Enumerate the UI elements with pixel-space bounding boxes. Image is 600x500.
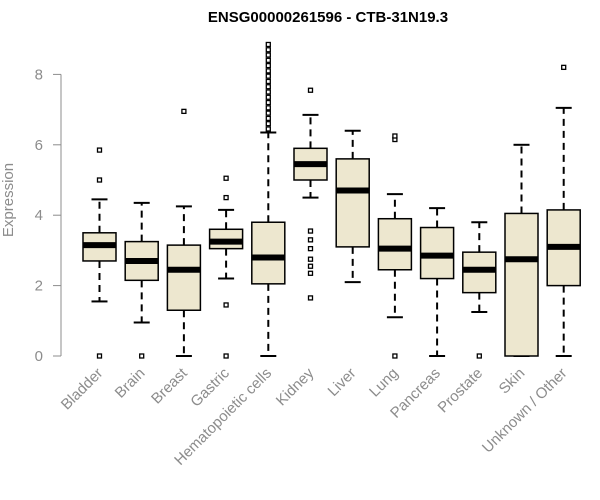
outlier-point xyxy=(392,353,398,359)
iqr-box xyxy=(166,244,202,311)
outlier-point xyxy=(265,121,271,127)
outlier-point xyxy=(139,353,145,359)
outlier-point xyxy=(265,52,271,58)
outlier-point xyxy=(265,73,271,79)
box-breast xyxy=(166,108,202,357)
outlier-point xyxy=(307,295,314,301)
outlier-point xyxy=(265,110,271,116)
outlier-point xyxy=(96,177,103,183)
x-category-label: Prostate xyxy=(435,365,487,417)
y-axis-label: Expression xyxy=(0,163,17,237)
outlier-point xyxy=(265,41,271,48)
box-skin xyxy=(504,143,539,357)
box-pancreas xyxy=(419,207,455,357)
outlier-point xyxy=(307,237,314,243)
outlier-point xyxy=(265,94,271,100)
outlier-point xyxy=(392,133,398,139)
outlier-point xyxy=(265,57,271,63)
box-unknown-other xyxy=(546,64,581,357)
box-gastric xyxy=(208,175,244,359)
outlier-point xyxy=(223,175,229,181)
outlier-point xyxy=(223,353,229,359)
x-category-label: Kidney xyxy=(273,364,318,409)
outlier-point xyxy=(476,353,482,359)
x-category-label: Bladder xyxy=(58,365,107,414)
box-prostate xyxy=(462,221,497,359)
outlier-point xyxy=(265,84,271,90)
outlier-point xyxy=(265,115,271,122)
box-hematopoietic-cells xyxy=(251,41,286,357)
y-tick-label: 0 xyxy=(35,348,43,365)
outlier-point xyxy=(265,62,271,69)
box-liver xyxy=(335,129,370,284)
y-tick-label: 2 xyxy=(35,278,43,295)
x-category-label: Lung xyxy=(366,365,402,401)
iqr-box xyxy=(335,158,370,248)
x-category-label: Skin xyxy=(496,365,529,398)
y-tick-label: 6 xyxy=(35,137,43,154)
outlier-point xyxy=(265,47,271,53)
box-kidney xyxy=(293,87,328,301)
outlier-point xyxy=(265,99,271,106)
outlier-point xyxy=(96,353,103,359)
chart-title: ENSG00000261596 - CTB-31N19.3 xyxy=(208,9,448,26)
outlier-point xyxy=(181,108,187,115)
x-category-label: Brain xyxy=(112,365,149,402)
outlier-point xyxy=(223,194,229,201)
outlier-point xyxy=(307,87,314,93)
iqr-box xyxy=(504,212,539,357)
outlier-point xyxy=(307,270,314,276)
outlier-point xyxy=(265,126,271,132)
outlier-point xyxy=(223,302,229,308)
outlier-point xyxy=(307,245,314,252)
outlier-point xyxy=(265,89,271,95)
iqr-box xyxy=(377,217,413,271)
box-brain xyxy=(124,201,159,359)
outlier-point xyxy=(307,256,314,262)
outlier-point xyxy=(307,228,314,234)
y-tick-label: 4 xyxy=(35,207,43,224)
outlier-point xyxy=(265,78,271,85)
outlier-point xyxy=(265,68,271,74)
boxes-group xyxy=(82,41,581,359)
iqr-box xyxy=(251,221,286,285)
box-bladder xyxy=(82,147,117,359)
x-category-label: Breast xyxy=(148,364,191,407)
outlier-point xyxy=(96,147,103,153)
y-tick-label: 8 xyxy=(35,66,43,83)
outlier-point xyxy=(307,263,314,269)
box-lung xyxy=(377,133,413,359)
y-axis: 0 2 4 6 8 xyxy=(35,66,62,365)
outlier-point xyxy=(561,64,567,71)
outlier-point xyxy=(265,105,271,111)
x-category-label: Liver xyxy=(325,365,360,400)
